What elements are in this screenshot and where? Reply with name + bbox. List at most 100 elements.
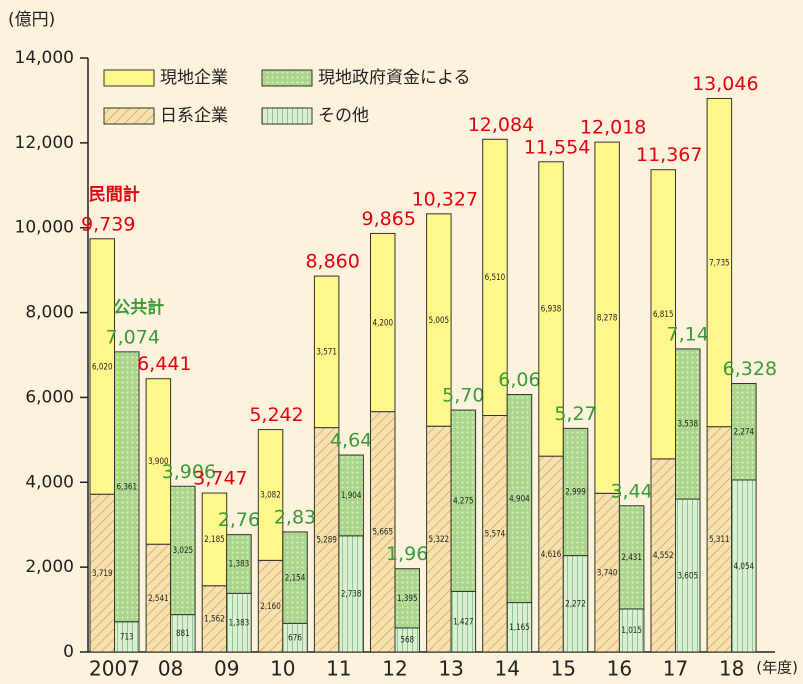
bar-segment bbox=[313, 427, 340, 653]
segment-label: 1,904 bbox=[341, 489, 362, 500]
segment-label: 4,616 bbox=[541, 548, 562, 559]
segment-label: 4,200 bbox=[372, 316, 393, 327]
segment-label: 1,015 bbox=[621, 624, 642, 635]
total-label: 7,074 bbox=[106, 326, 160, 348]
segment-label: 3,082 bbox=[260, 489, 281, 500]
segment-label: 5,665 bbox=[372, 526, 393, 537]
bar-segment bbox=[618, 505, 645, 610]
segment-label: 1,165 bbox=[509, 621, 530, 632]
bar-segment bbox=[145, 543, 172, 653]
segment-label: 568 bbox=[400, 634, 414, 645]
x-tick-label: 15 bbox=[551, 657, 576, 681]
bar-segment bbox=[257, 559, 284, 653]
bar-segment bbox=[394, 627, 420, 653]
bar-segment bbox=[538, 455, 564, 653]
total-label: 11,367 bbox=[636, 144, 702, 166]
bar-segment bbox=[201, 492, 228, 587]
y-tick-label: 4,000 bbox=[25, 472, 74, 492]
bar-segment bbox=[706, 97, 733, 428]
bar-segment bbox=[538, 161, 564, 457]
segment-label: 6,020 bbox=[92, 360, 113, 371]
legend-swatch bbox=[103, 69, 155, 87]
bar-segment bbox=[114, 621, 140, 653]
bar-segment bbox=[170, 614, 196, 653]
segment-label: 2,274 bbox=[734, 426, 755, 437]
y-tick-label: 6,000 bbox=[25, 387, 74, 407]
x-tick-label: 12 bbox=[382, 657, 407, 681]
total-label: 8,860 bbox=[305, 251, 359, 273]
segment-label: 3,605 bbox=[677, 569, 698, 580]
bar-segment bbox=[562, 427, 589, 557]
bar-segment bbox=[731, 383, 757, 481]
bar-segment bbox=[650, 169, 676, 460]
total-label: 12,084 bbox=[468, 114, 534, 136]
bar-segment bbox=[145, 378, 172, 545]
y-tick-label: 0 bbox=[63, 642, 74, 662]
total-label: 13,046 bbox=[692, 73, 758, 95]
segment-label: 881 bbox=[176, 627, 190, 638]
x-tick-label: 10 bbox=[270, 657, 295, 681]
bar-segment bbox=[89, 493, 115, 653]
segment-label: 2,185 bbox=[204, 533, 225, 544]
total-name: 公共計 bbox=[113, 297, 164, 318]
segment-label: 4,904 bbox=[509, 492, 530, 503]
y-tick-label: 8,000 bbox=[25, 303, 74, 323]
x-tick-label: 13 bbox=[438, 657, 463, 681]
segment-label: 5,322 bbox=[429, 533, 450, 544]
bar-segment bbox=[594, 141, 620, 494]
bar-segment bbox=[594, 492, 620, 653]
bar-segment bbox=[282, 531, 308, 624]
segment-label: 6,510 bbox=[485, 271, 506, 282]
bar-segment bbox=[426, 213, 452, 427]
segment-label: 2,738 bbox=[341, 588, 362, 599]
segment-label: 713 bbox=[120, 631, 134, 642]
legend-label: 日系企業 bbox=[160, 106, 228, 126]
segment-label: 1,427 bbox=[453, 616, 474, 627]
segment-label: 676 bbox=[288, 632, 302, 643]
bar-segment bbox=[226, 592, 252, 653]
bar-segment bbox=[450, 409, 477, 592]
total-label: 11,554 bbox=[524, 136, 590, 158]
bar-segment bbox=[562, 555, 589, 653]
segment-label: 1,562 bbox=[204, 613, 225, 624]
bar-segment bbox=[675, 348, 701, 500]
bar-segment bbox=[338, 454, 364, 537]
segment-label: 3,571 bbox=[316, 346, 337, 357]
total-label: 3,747 bbox=[193, 468, 247, 490]
x-tick-label: 16 bbox=[607, 657, 632, 681]
y-tick-label: 12,000 bbox=[15, 133, 74, 153]
segment-label: 5,574 bbox=[485, 528, 506, 539]
total-label: 6,328 bbox=[723, 358, 777, 380]
segment-label: 6,938 bbox=[541, 303, 562, 314]
x-tick-label: 11 bbox=[326, 657, 351, 681]
segment-label: 5,311 bbox=[709, 533, 730, 544]
legend-swatch bbox=[261, 69, 313, 87]
segment-label: 1,395 bbox=[397, 592, 418, 603]
segment-label: 2,272 bbox=[565, 598, 586, 609]
bar-segment bbox=[675, 498, 701, 653]
segment-label: 4,552 bbox=[653, 549, 674, 560]
legend-swatch bbox=[103, 107, 155, 125]
bar-segment bbox=[226, 534, 252, 594]
bar-segment bbox=[170, 485, 196, 616]
total-label: 9,739 bbox=[81, 213, 135, 235]
y-axis-label: (億円) bbox=[8, 10, 55, 30]
bar-segment bbox=[731, 479, 757, 653]
segment-label: 2,154 bbox=[285, 572, 306, 583]
legend-label: 現地政府資金による bbox=[318, 68, 471, 88]
segment-label: 4,275 bbox=[453, 495, 474, 506]
y-tick-label: 14,000 bbox=[15, 48, 74, 68]
legend-swatch bbox=[261, 107, 313, 125]
bar-segment bbox=[506, 602, 533, 653]
segment-label: 7,735 bbox=[709, 256, 730, 267]
bar-segment bbox=[89, 238, 115, 495]
total-label: 3,906 bbox=[162, 461, 216, 483]
segment-label: 6,361 bbox=[116, 481, 137, 492]
total-label: 12,018 bbox=[580, 117, 646, 139]
x-axis-label: (年度) bbox=[756, 659, 798, 677]
total-label: 5,242 bbox=[249, 404, 303, 426]
bar-segment bbox=[114, 351, 140, 623]
total-label: 10,327 bbox=[412, 188, 478, 210]
